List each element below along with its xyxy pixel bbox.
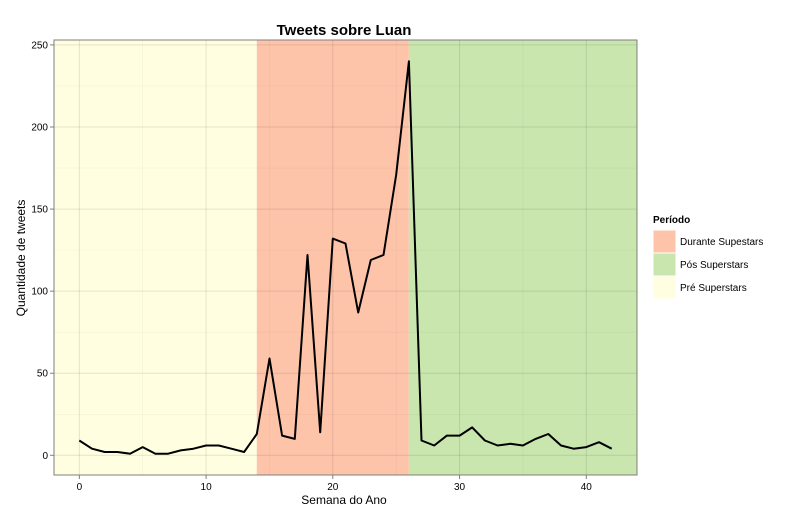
period-bands [54,40,637,475]
x-tick-label-4: 40 [581,482,593,493]
period-band-2 [408,40,637,475]
y-tick-label-3: 150 [31,205,48,216]
legend-swatch-1 [652,252,677,277]
x-tick-label-1: 10 [201,482,213,493]
x-axis: 0 10 20 30 40 [77,475,593,493]
legend-swatch-0 [652,229,677,254]
y-tick-label-2: 100 [31,287,48,298]
series-layer [78,60,613,455]
y-tick-label-4: 200 [31,123,48,134]
y-axis-label: Quantidade de tweets [14,200,28,317]
period-band-1 [256,40,409,475]
plot-area [53,39,638,476]
series-line-0 [78,60,613,455]
y-tick-label-5: 250 [31,40,48,51]
y-tick-label-0: 0 [42,451,48,462]
legend-label-2: Pré Superstars [680,283,747,294]
chart-title: Tweets sobre Luan [277,22,412,39]
y-tick-label-1: 50 [37,369,49,380]
legend: Período Durante Supestars Pós Superstars P… [652,215,763,300]
legend-swatch-2 [652,275,677,300]
y-axis: 0 50 100 150 200 250 [31,40,54,462]
x-tick-label-3: 30 [454,482,466,493]
gridlines [54,40,637,475]
legend-label-0: Durante Supestars [680,237,763,248]
x-tick-label-2: 20 [327,482,339,493]
plot-border [53,39,638,476]
x-axis-label: Semana do Ano [301,493,387,507]
x-tick-label-0: 0 [77,482,83,493]
legend-title: Período [653,215,690,226]
legend-label-1: Pós Superstars [680,260,748,271]
period-band-0 [54,40,257,475]
